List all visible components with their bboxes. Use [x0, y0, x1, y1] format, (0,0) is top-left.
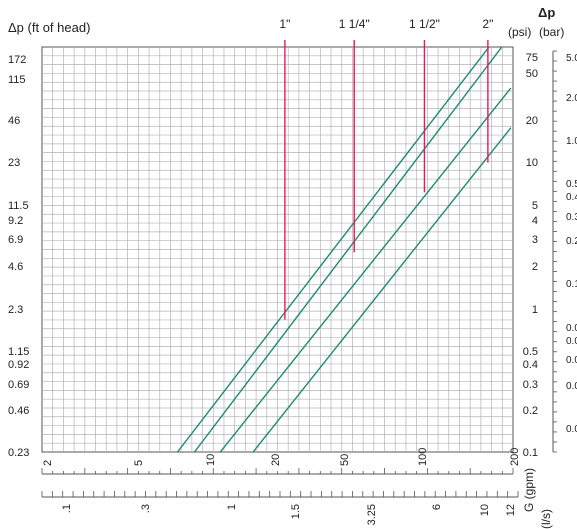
x-tick-label-gpm: 200 — [509, 448, 521, 466]
y-tick-label-ft: 9.2 — [8, 215, 23, 227]
y-tick-label-bar: 2.0 — [566, 93, 577, 104]
flow-curve — [193, 47, 503, 452]
y-tick-label-psi: 0.1 — [523, 447, 538, 459]
chart-grid — [41, 46, 514, 453]
pipe-size-label: 1 1/2" — [409, 17, 440, 31]
x-tick-label-gpm: 50 — [339, 454, 351, 466]
y-tick-label-bar: 0.02 — [566, 381, 577, 392]
y-tick-label-bar: 5.0 — [566, 53, 577, 64]
y-tick-label-psi: 0.2 — [523, 405, 538, 417]
x-tick-label-ls: .1 — [61, 504, 73, 513]
y-tick-label-bar: 0.4 — [566, 192, 577, 203]
y-tick-label-ft: 1.15 — [8, 346, 29, 358]
y-tick-label-ft: 0.92 — [8, 359, 29, 371]
y-axis-title-bar: (bar) — [539, 25, 564, 39]
y-tick-label-ft: 115 — [8, 74, 26, 86]
x-tick-label-ls: 3.25 — [366, 504, 378, 525]
y-tick-label-psi: 4 — [532, 215, 538, 227]
x-tick-label-ls: 6 — [431, 504, 443, 510]
y-tick-label-ft: 6.9 — [8, 234, 23, 246]
y-tick-label-ft: 23 — [8, 157, 20, 169]
x-tick-label-gpm: 100 — [417, 448, 429, 466]
pipe-size-label: 1" — [279, 17, 290, 31]
y-tick-label-bar: 0.05 — [566, 323, 577, 334]
y-tick-label-bar: 0.03 — [566, 355, 577, 366]
flow-curve — [176, 47, 490, 452]
y-tick-label-ft: 46 — [8, 115, 20, 127]
x-tick-label-ls: .3 — [140, 504, 152, 513]
y-tick-label-psi: 1 — [532, 304, 538, 316]
y-tick-label-psi: 5 — [532, 200, 538, 212]
y-tick-label-psi: 0.5 — [523, 346, 538, 358]
pipe-size-markers: 1" 1 1/4" 1 1/2" 2" — [279, 17, 493, 320]
flow-curve — [219, 87, 512, 452]
x-axis-title-ls: (l/s) — [539, 509, 553, 529]
x-tick-label-gpm: 5 — [133, 460, 145, 466]
x-tick-label-gpm: 10 — [205, 454, 217, 466]
x-tick-label-ls: 1 — [226, 504, 238, 510]
y-tick-label-ft: 4.6 — [8, 261, 23, 273]
y-tick-label-psi: 50 — [526, 68, 538, 80]
y-tick-label-ft: 0.46 — [8, 405, 29, 417]
y-axis-title-ft: Δp (ft of head) — [8, 20, 90, 35]
y-tick-label-ft: 0.69 — [8, 379, 29, 391]
y-tick-label-ft: 11.5 — [8, 200, 29, 212]
y-tick-label-psi: 2 — [532, 261, 538, 273]
x-tick-label-ls: 10 — [479, 504, 491, 516]
y-tick-label-psi: 10 — [526, 157, 538, 169]
x-tick-label-gpm: 2 — [42, 460, 54, 466]
pipe-size-label: 2" — [482, 17, 493, 31]
y-tick-label-psi: 20 — [526, 115, 538, 127]
y-tick-label-bar: 1.0 — [566, 136, 577, 147]
y-tick-label-ft: 0.23 — [8, 447, 29, 459]
x-axis-title-gpm: G (gpm) — [522, 468, 536, 512]
chart-axes: 172115462311.59.26.94.62.31.150.920.690.… — [8, 50, 577, 525]
y-tick-label-bar: 0.5 — [566, 179, 577, 190]
y-tick-label-bar: 0.1 — [566, 279, 577, 290]
x-tick-label-ls: 1.5 — [290, 504, 302, 519]
y-axis-title-psi: (psi) — [508, 25, 531, 39]
y-tick-label-ft: 172 — [8, 54, 26, 66]
flow-curve — [252, 127, 512, 452]
y-tick-label-bar: 0.01 — [566, 424, 577, 435]
pipe-size-label: 1 1/4" — [339, 17, 370, 31]
y-tick-label-ft: 2.3 — [8, 304, 23, 316]
flow-curves — [176, 47, 512, 452]
y-tick-label-psi: 0.4 — [523, 359, 538, 371]
y-tick-label-bar: 0.3 — [566, 212, 577, 223]
y-tick-label-bar: 0.04 — [566, 336, 577, 347]
x-tick-label-ls: 12 — [505, 504, 517, 516]
y-tick-label-psi: 75 — [526, 52, 538, 64]
y-axis-title-bar-symbol: Δp — [538, 5, 555, 20]
y-tick-label-bar: 0.2 — [566, 236, 577, 247]
y-tick-label-psi: 3 — [532, 234, 538, 246]
y-tick-label-psi: 0.3 — [523, 379, 538, 391]
x-tick-label-gpm: 20 — [270, 454, 282, 466]
